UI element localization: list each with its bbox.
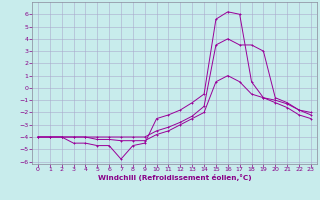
X-axis label: Windchill (Refroidissement éolien,°C): Windchill (Refroidissement éolien,°C) — [98, 174, 251, 181]
